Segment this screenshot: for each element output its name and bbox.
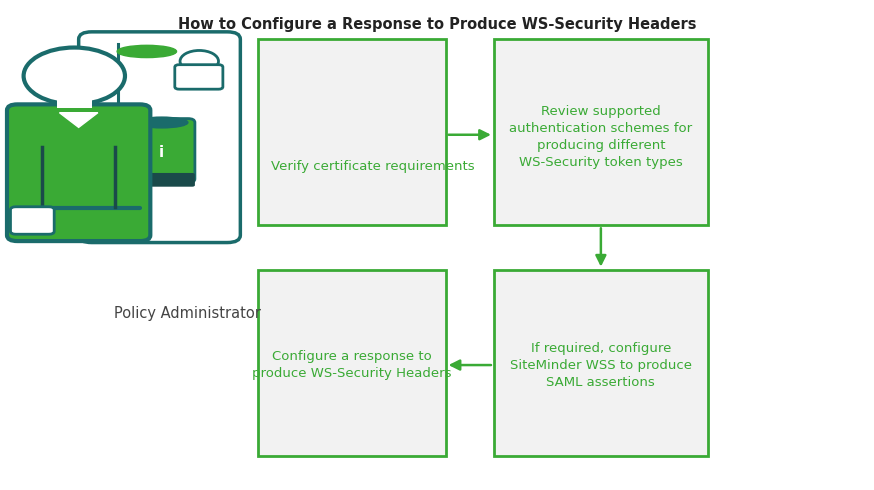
Text: Configure a response to
produce WS-Security Headers: Configure a response to produce WS-Secur… <box>252 350 452 380</box>
FancyBboxPatch shape <box>7 104 150 241</box>
Text: Verify certificate requirements: Verify certificate requirements <box>271 160 475 173</box>
Ellipse shape <box>117 45 177 57</box>
FancyBboxPatch shape <box>258 39 446 225</box>
Text: How to Configure a Response to Produce WS-Security Headers: How to Configure a Response to Produce W… <box>177 17 697 32</box>
Text: Review supported
authentication schemes for
producing different
WS-Security toke: Review supported authentication schemes … <box>510 105 692 169</box>
Text: If required, configure
SiteMinder WSS to produce
SAML assertions: If required, configure SiteMinder WSS to… <box>510 342 692 389</box>
FancyBboxPatch shape <box>494 270 708 456</box>
Polygon shape <box>59 113 98 127</box>
Circle shape <box>24 48 125 104</box>
Text: i: i <box>159 146 164 160</box>
Ellipse shape <box>135 117 188 128</box>
FancyBboxPatch shape <box>128 173 195 187</box>
FancyBboxPatch shape <box>258 270 446 456</box>
FancyBboxPatch shape <box>79 32 240 243</box>
Circle shape <box>180 50 218 72</box>
Bar <box>57 97 92 108</box>
FancyBboxPatch shape <box>128 119 195 183</box>
FancyBboxPatch shape <box>494 39 708 225</box>
Text: Policy Administrator: Policy Administrator <box>114 306 260 321</box>
FancyBboxPatch shape <box>10 207 54 234</box>
FancyBboxPatch shape <box>175 65 223 89</box>
